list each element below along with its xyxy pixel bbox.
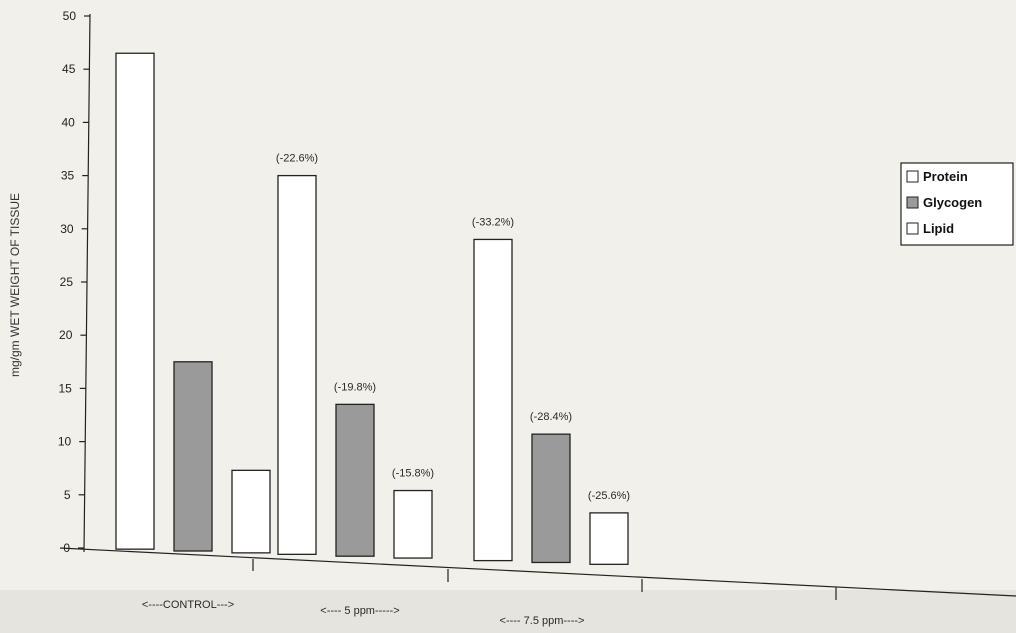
category-label: <----CONTROL---> <box>142 599 234 611</box>
bottom-shade <box>0 590 1016 633</box>
data-label: (-22.6%) <box>276 153 318 165</box>
bar-glycogen <box>531 433 571 564</box>
legend-box <box>900 162 1014 246</box>
axis-layer: 0 5 10 15 20 25 30 35 40 45 50 <box>58 9 1016 600</box>
y-tick-label: 5 <box>64 488 71 502</box>
y-tick-label: 10 <box>58 435 72 449</box>
data-label: (-25.6%) <box>588 490 630 502</box>
label-layer: (-22.6%) (-19.8%) (-15.8%) (-33.2%) (-28.4%)… <box>142 153 630 627</box>
y-tick-label: 25 <box>60 275 74 289</box>
category-label: <---- 5 ppm-----> <box>320 605 399 617</box>
y-tick-label: 45 <box>62 62 76 76</box>
legend: Protein Glycogen Lipid <box>900 162 1014 246</box>
bar-protein <box>115 52 155 550</box>
legend-label-glycogen: Glycogen <box>923 195 982 210</box>
category-label: <---- 7.5 ppm----> <box>500 615 585 627</box>
bar-lipid <box>589 512 629 565</box>
y-tick-label: 0 <box>63 541 70 555</box>
y-tick-label: 20 <box>59 328 73 342</box>
y-tick-label: 15 <box>58 381 72 395</box>
data-label: (-19.8%) <box>334 381 376 393</box>
y-tick-label: 35 <box>61 169 75 183</box>
bar-protein <box>473 238 513 562</box>
data-label: (-15.8%) <box>392 468 434 480</box>
bar-layer <box>115 52 629 565</box>
y-tick-label: 30 <box>60 222 74 236</box>
bar-glycogen <box>335 403 375 557</box>
y-axis-line <box>83 13 91 553</box>
legend-swatch-glycogen <box>906 196 919 209</box>
y-axis-title: mg/gm WET WEIGHT OF TISSUE <box>8 193 22 377</box>
bar-lipid <box>393 489 433 559</box>
bar-lipid <box>231 469 271 554</box>
legend-swatch-lipid <box>906 222 919 235</box>
legend-swatch-protein <box>906 170 919 183</box>
data-label: (-28.4%) <box>530 411 572 423</box>
bar-glycogen <box>173 361 213 552</box>
data-label: (-33.2%) <box>472 216 514 228</box>
y-tick-label: 40 <box>61 115 75 129</box>
y-tick-label: 50 <box>63 9 77 23</box>
bar-protein <box>277 174 317 555</box>
x-axis-line <box>59 547 1016 597</box>
legend-label-protein: Protein <box>923 169 968 184</box>
legend-label-lipid: Lipid <box>923 221 954 236</box>
